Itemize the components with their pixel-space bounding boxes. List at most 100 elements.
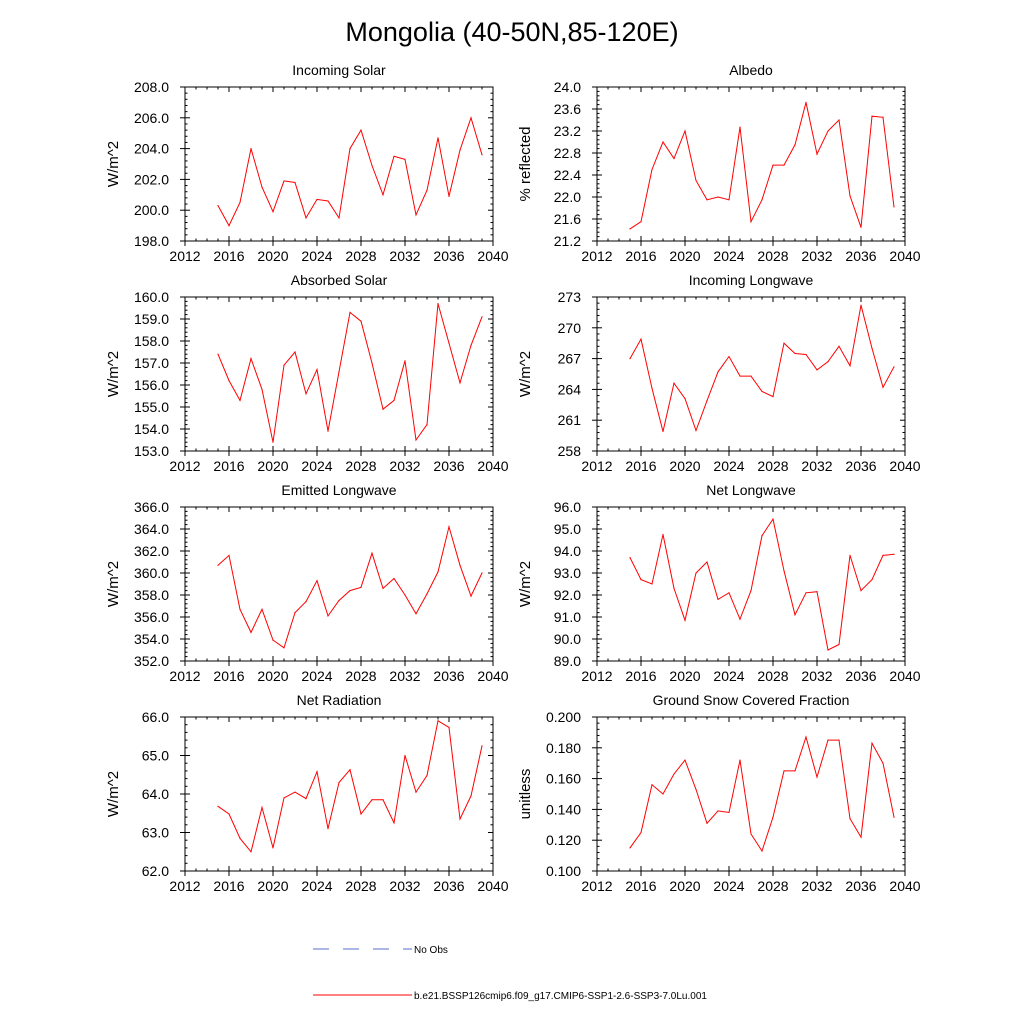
series-line <box>217 720 483 853</box>
y-tick-label: 354.0 <box>134 631 169 647</box>
x-tick-label: 2036 <box>845 458 876 474</box>
data-point <box>217 564 219 566</box>
data-point <box>349 769 351 771</box>
data-point <box>761 850 763 852</box>
data-point <box>448 195 450 197</box>
data-point <box>893 553 895 555</box>
y-tick-label: 23.2 <box>554 123 581 139</box>
data-point <box>294 181 296 184</box>
x-tick-label: 2020 <box>669 458 700 474</box>
y-tick-label: 96.0 <box>554 499 581 515</box>
x-tick-label: 2032 <box>389 248 420 264</box>
x-tick-label: 2020 <box>257 248 288 264</box>
data-point <box>651 583 653 585</box>
y-tick-label: 273 <box>558 289 582 305</box>
panel-title: Emitted Longwave <box>281 482 396 498</box>
x-tick-label: 2016 <box>213 458 244 474</box>
data-point <box>629 557 631 559</box>
x-tick-label: 2032 <box>801 878 832 894</box>
data-point <box>470 344 472 346</box>
chart-panel: Absorbed Solar W/m^2 2012 2016 2020 2024 2028 2… <box>105 272 509 474</box>
data-point <box>794 352 796 355</box>
data-point <box>805 101 807 103</box>
data-point <box>349 148 351 150</box>
panel-title: Net Radiation <box>297 692 382 708</box>
data-point <box>382 799 384 801</box>
x-tick-label: 2024 <box>301 248 332 264</box>
data-point <box>283 797 285 799</box>
data-point <box>673 773 675 775</box>
data-point <box>481 154 483 156</box>
y-tick-label: 24.0 <box>554 79 581 95</box>
data-point <box>305 798 307 800</box>
x-tick-label: 2016 <box>625 458 656 474</box>
data-point <box>404 158 406 160</box>
y-axis-label: W/m^2 <box>105 771 122 817</box>
data-point <box>283 364 285 366</box>
data-point <box>371 164 373 167</box>
data-point <box>794 614 796 616</box>
x-tick-label: 2024 <box>301 668 332 684</box>
data-point <box>849 554 851 557</box>
x-tick-label: 2036 <box>845 248 876 264</box>
data-point <box>470 117 472 119</box>
data-point <box>305 217 307 219</box>
y-tick-label: 366.0 <box>134 499 169 515</box>
data-point <box>415 791 417 793</box>
data-point <box>783 770 785 772</box>
data-point <box>662 141 664 143</box>
x-tick-label: 2020 <box>669 878 700 894</box>
x-tick-label: 2028 <box>757 668 788 684</box>
x-tick-label: 2032 <box>389 668 420 684</box>
data-point <box>239 399 241 401</box>
data-point <box>371 552 373 554</box>
x-tick-label: 2028 <box>757 248 788 264</box>
data-point <box>871 742 873 744</box>
x-tick-label: 2040 <box>477 878 508 894</box>
data-point <box>261 806 263 809</box>
data-point <box>684 130 686 132</box>
series-line <box>629 102 895 230</box>
data-point <box>750 590 752 592</box>
x-tick-label: 2028 <box>345 248 376 264</box>
x-tick-label: 2012 <box>169 878 200 894</box>
y-tick-label: 153.0 <box>134 443 169 459</box>
data-point <box>294 612 296 614</box>
data-point <box>316 580 318 582</box>
data-point <box>272 441 274 443</box>
data-point <box>893 206 895 208</box>
panel-title: Incoming Longwave <box>689 272 814 288</box>
data-point <box>404 360 406 362</box>
x-tick-label: 2012 <box>169 458 200 474</box>
panel-title: Absorbed Solar <box>291 272 388 288</box>
y-tick-label: 264 <box>558 381 582 397</box>
data-point <box>695 429 697 432</box>
x-tick-label: 2032 <box>801 458 832 474</box>
y-tick-label: 21.2 <box>554 233 581 249</box>
y-tick-label: 358.0 <box>134 587 169 603</box>
panel-title: Net Longwave <box>706 482 796 498</box>
y-axis-label: W/m^2 <box>517 561 534 607</box>
data-point <box>217 204 219 207</box>
y-tick-label: 66.0 <box>142 709 169 725</box>
y-tick-label: 22.4 <box>554 167 581 183</box>
data-point <box>393 822 395 824</box>
data-point <box>338 217 340 219</box>
data-point <box>684 759 686 761</box>
data-point <box>305 393 307 395</box>
data-point <box>772 164 774 166</box>
y-tick-label: 356.0 <box>134 609 169 625</box>
data-point <box>481 572 483 574</box>
data-point <box>250 358 252 360</box>
y-tick-label: 21.6 <box>554 211 581 227</box>
y-tick-label: 90.0 <box>554 631 581 647</box>
series-line <box>629 305 895 432</box>
y-tick-label: 156.0 <box>134 377 169 393</box>
y-axis-label: W/m^2 <box>105 141 122 187</box>
data-point <box>629 847 631 849</box>
data-point <box>838 119 840 121</box>
data-point <box>448 342 450 344</box>
data-point <box>893 366 895 368</box>
y-tick-label: 267 <box>558 351 582 367</box>
data-point <box>250 631 252 634</box>
